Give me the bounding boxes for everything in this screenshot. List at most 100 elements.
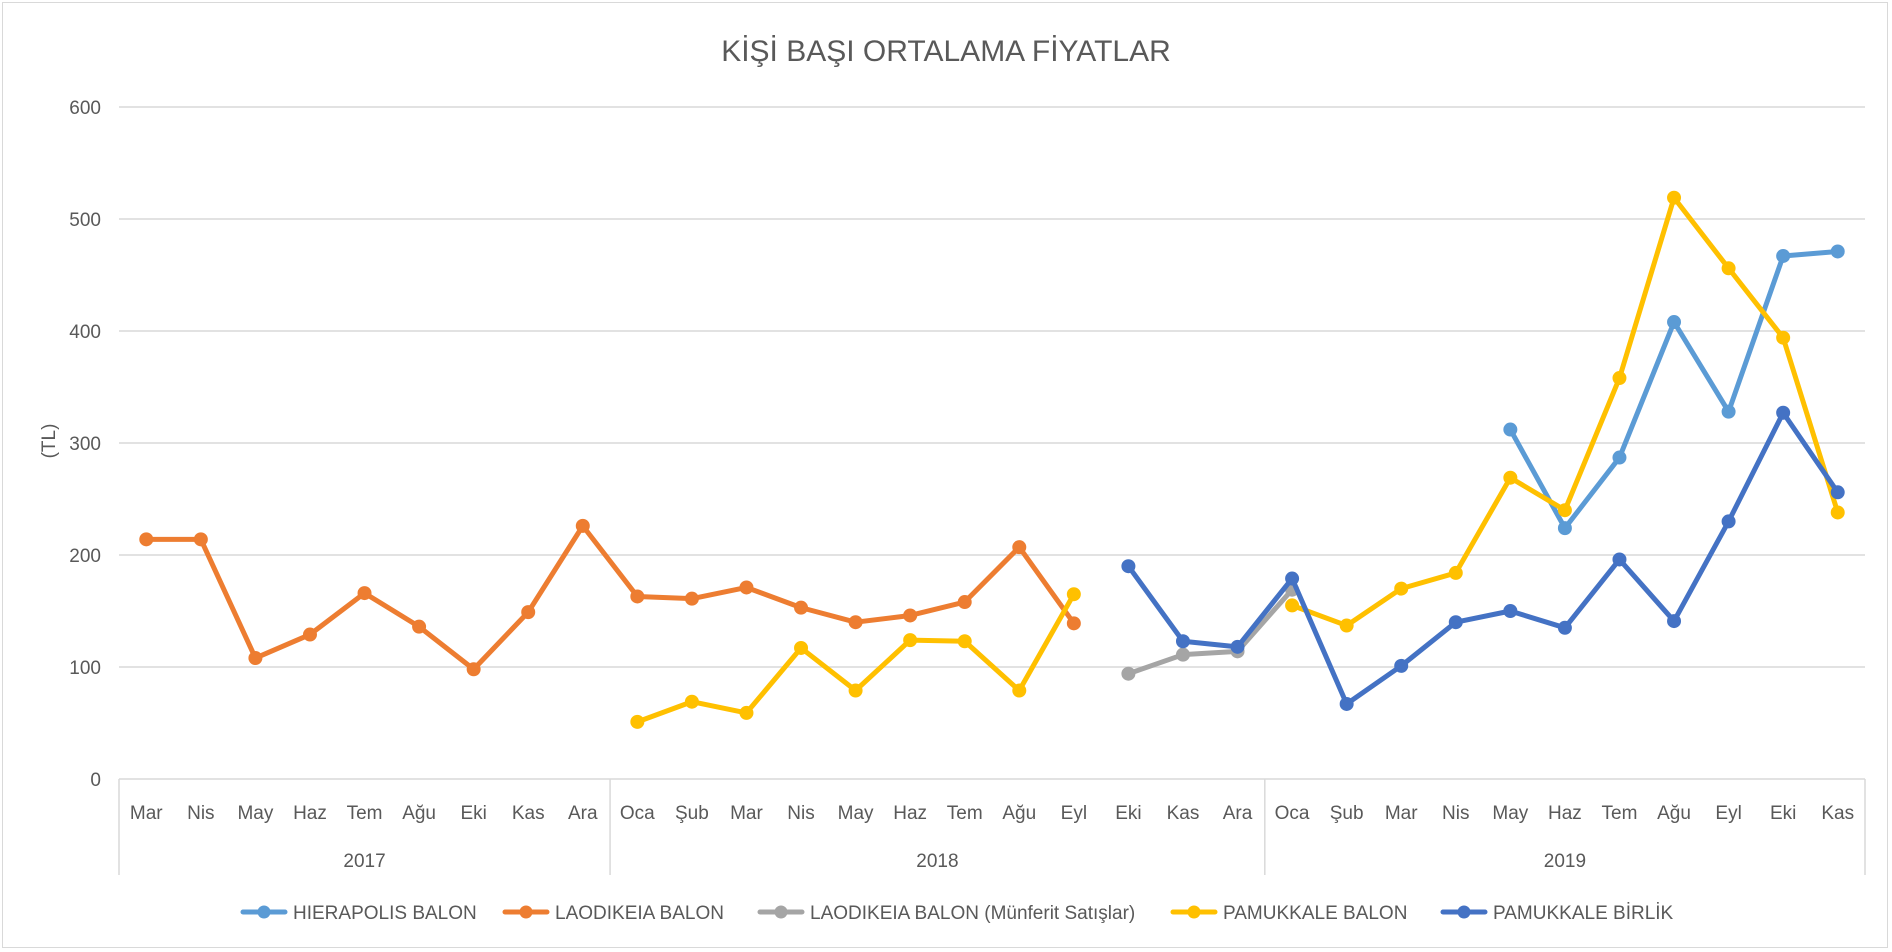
y-tick-label: 100 <box>69 658 101 679</box>
x-tick-label: Eyl <box>1715 803 1741 824</box>
data-point <box>139 532 154 547</box>
data-point <box>957 634 972 649</box>
legend: HIERAPOLIS BALON LAODIKEIA BALON LAODIKEIA… <box>240 903 1674 924</box>
x-tick-label: Nis <box>1442 803 1469 824</box>
series-line <box>1507 248 1841 531</box>
y-tick-label: 0 <box>90 770 101 791</box>
series-layer <box>139 190 1845 729</box>
data-point <box>1285 598 1300 613</box>
x-tick-label: Ağu <box>1657 803 1691 824</box>
x-tick-label: Kas <box>1821 803 1854 824</box>
x-tick-label: Kas <box>512 803 545 824</box>
x-tick-label: Haz <box>1548 803 1582 824</box>
x-tick-label: Nis <box>187 803 214 824</box>
series-line <box>1125 587 1295 677</box>
data-point <box>1721 404 1736 419</box>
data-point <box>1448 615 1463 630</box>
legend-item: PAMUKKALE BALON <box>1170 903 1407 924</box>
series-0 <box>1503 244 1845 536</box>
data-point <box>1012 683 1027 698</box>
data-point <box>739 580 754 595</box>
data-point <box>1066 587 1081 602</box>
data-point <box>302 627 317 642</box>
data-point <box>1557 503 1572 518</box>
data-point <box>1448 565 1463 580</box>
data-point <box>1557 620 1572 635</box>
data-point <box>1667 614 1682 629</box>
legend-item: LAODIKEIA BALON <box>502 903 724 924</box>
data-point <box>1503 470 1518 485</box>
x-tick-label: Kas <box>1167 803 1200 824</box>
data-point <box>957 595 972 610</box>
data-point <box>1394 658 1409 673</box>
data-point <box>193 532 208 547</box>
data-point <box>357 586 372 601</box>
x-tick-label: May <box>838 803 874 824</box>
data-point <box>794 600 809 615</box>
y-tick-label: 300 <box>69 434 101 455</box>
series-4 <box>1121 405 1845 711</box>
legend-item: PAMUKKALE BİRLİK <box>1440 903 1674 924</box>
gridlines <box>119 106 1865 780</box>
data-point <box>1012 540 1027 555</box>
series-line <box>634 591 1077 725</box>
data-point <box>1830 485 1845 500</box>
x-tick-label: Şub <box>675 803 709 824</box>
data-point <box>903 633 918 648</box>
data-point <box>1830 505 1845 520</box>
x-tick-label: Ara <box>568 803 598 824</box>
x-tick-label: Mar <box>130 803 163 824</box>
data-point <box>630 714 645 729</box>
x-tick-label: Eyl <box>1061 803 1087 824</box>
x-tick-label: Ağu <box>402 803 436 824</box>
x-tick-label: Haz <box>893 803 927 824</box>
x-tick-label: Şub <box>1330 803 1364 824</box>
data-point <box>1230 639 1245 654</box>
data-point <box>739 705 754 720</box>
legend-swatch-marker <box>1187 905 1201 919</box>
legend-label: LAODIKEIA BALON <box>555 903 724 924</box>
legend-label: LAODIKEIA BALON (Münferit Satışlar) <box>810 903 1135 924</box>
year-label: 2019 <box>1544 851 1586 872</box>
data-point <box>1121 666 1136 681</box>
legend-item: HIERAPOLIS BALON <box>240 903 477 924</box>
x-tick-label: Haz <box>293 803 327 824</box>
x-tick-label: Tem <box>347 803 383 824</box>
x-tick-label: Eki <box>460 803 486 824</box>
data-point <box>1503 422 1518 437</box>
data-point <box>1776 405 1791 420</box>
y-tick-label: 500 <box>69 210 101 231</box>
data-point <box>1721 261 1736 276</box>
data-point <box>848 615 863 630</box>
x-tick-label: Tem <box>947 803 983 824</box>
x-tick-label: Ara <box>1223 803 1253 824</box>
data-point <box>1121 559 1136 574</box>
data-point <box>1776 330 1791 345</box>
y-tick-label: 400 <box>69 322 101 343</box>
x-tick-label: Mar <box>1385 803 1418 824</box>
legend-label: PAMUKKALE BALON <box>1223 903 1407 924</box>
data-point <box>1285 571 1300 586</box>
data-point <box>1557 521 1572 536</box>
series-line <box>1125 410 1841 707</box>
series-line <box>1289 195 1841 629</box>
year-label: 2017 <box>343 851 385 872</box>
data-point <box>1667 190 1682 205</box>
x-tick-label: Ağu <box>1002 803 1036 824</box>
data-point <box>684 591 699 606</box>
data-point <box>1394 581 1409 596</box>
series-line <box>143 523 1077 672</box>
data-point <box>630 589 645 604</box>
x-tick-label: Nis <box>787 803 814 824</box>
data-point <box>848 683 863 698</box>
chart-title: KİŞİ BAŞI ORTALAMA FİYATLAR <box>721 35 1171 68</box>
data-point <box>1830 244 1845 259</box>
x-axis: Mar Nis May Haz Tem Ağu Eki Kas Ara Oca Şub Mar Nis M… <box>118 779 1866 875</box>
data-point <box>1339 696 1354 711</box>
x-tick-label: Tem <box>1602 803 1638 824</box>
data-point <box>1503 604 1518 618</box>
data-point <box>1667 315 1682 330</box>
line-chart: KİŞİ BAŞI ORTALAMA FİYATLAR (TL) 0 100 200… <box>39 35 1866 924</box>
data-point <box>684 694 699 709</box>
